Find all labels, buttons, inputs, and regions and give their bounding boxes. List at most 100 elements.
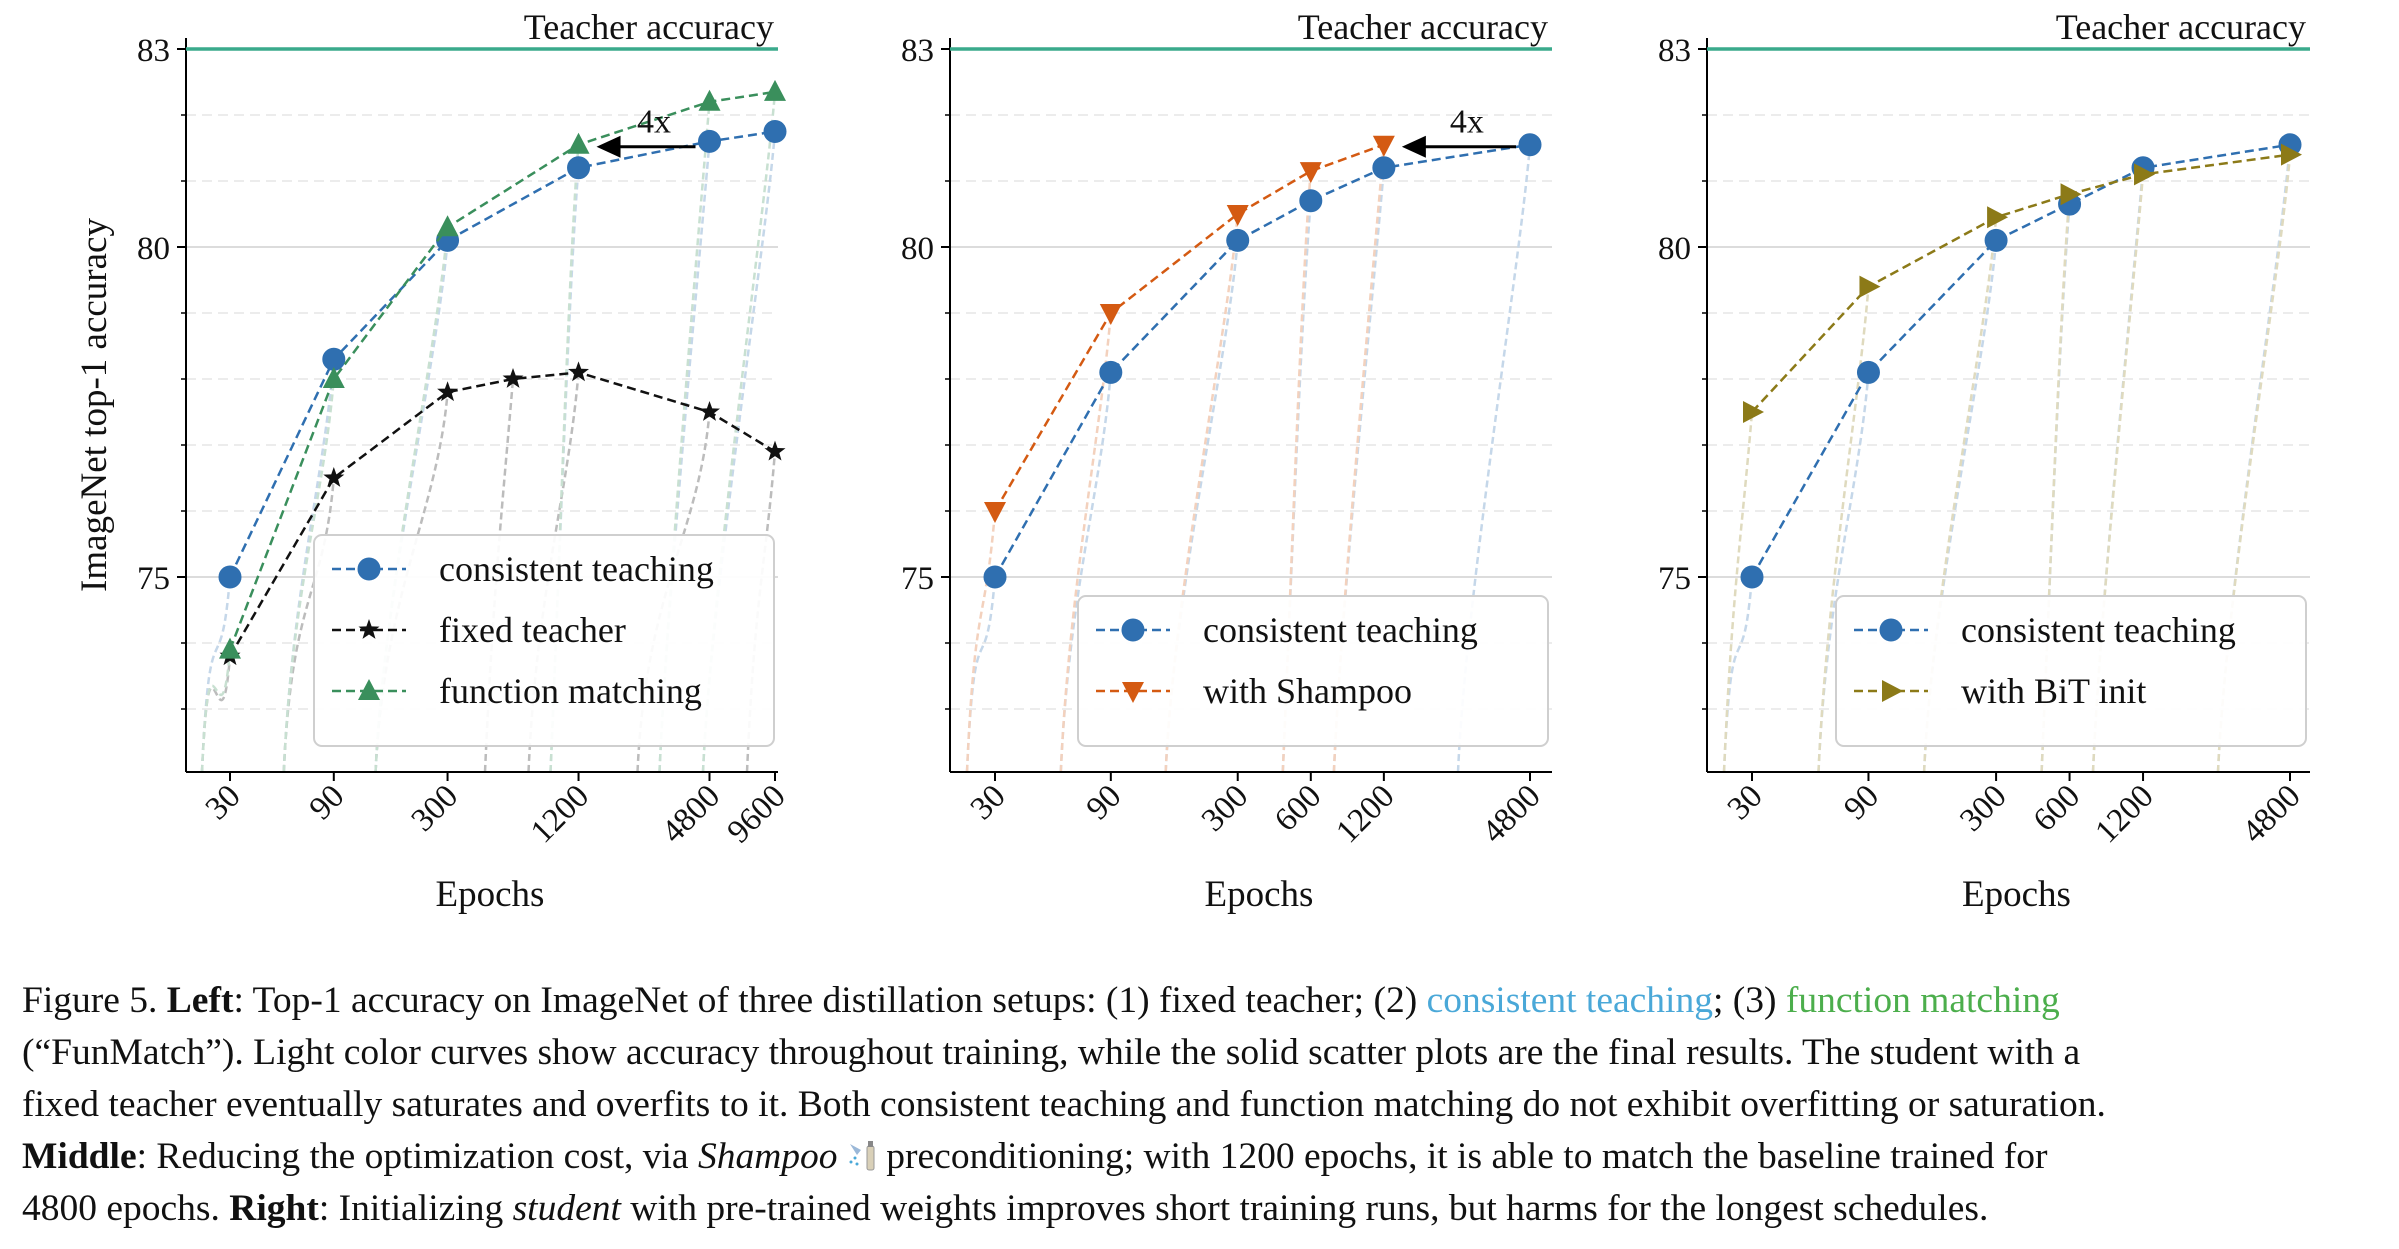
data-point-0-5 <box>1518 133 1542 157</box>
data-point-2-2 <box>436 215 459 237</box>
x-tick-label: 300 <box>405 778 465 838</box>
caption-left-label: Left <box>166 980 234 1021</box>
legend-marker <box>1882 680 1903 702</box>
caption-shampoo: Shampoo <box>697 1136 838 1177</box>
chart-panel-left: Teacher accuracy 75 80 83 30 90 300 1200 4800960… <box>74 7 793 915</box>
x-tick-label: 1200 <box>1329 778 1401 850</box>
data-point-1-5 <box>699 401 720 421</box>
data-point-2-0 <box>219 637 241 659</box>
x-tick-label: 90 <box>1080 778 1129 827</box>
training-curve <box>1332 144 1386 773</box>
training-curve <box>745 451 777 773</box>
caption-line5-b: : Initializing <box>318 1188 513 1229</box>
y-tick-label: 83 <box>1658 33 1691 69</box>
x-tick-label: 4800 <box>2236 778 2308 850</box>
series-line-0 <box>1750 143 2291 578</box>
data-point-1-1 <box>1859 275 1881 298</box>
data-point-1-3 <box>502 368 524 388</box>
series-line-0 <box>993 143 1531 578</box>
data-point-0-3 <box>567 156 591 180</box>
training-curve <box>549 144 580 773</box>
data-point-0-1 <box>1856 360 1880 384</box>
legend-marker <box>357 557 381 581</box>
y-tick-label: 83 <box>137 33 170 69</box>
data-point-2-3 <box>567 132 590 154</box>
annotation-arrow-head <box>1401 135 1426 158</box>
legend-marker <box>1121 618 1145 642</box>
legend-label: consistent teaching <box>1203 610 1478 650</box>
caption-middle-text-b: preconditioning; with 1200 epochs, it is… <box>876 1136 2048 1177</box>
series-line-0 <box>228 130 776 578</box>
data-point-0-2 <box>1226 228 1250 252</box>
training-curve <box>1722 576 1754 773</box>
legend-marker <box>358 679 380 700</box>
data-point-1-5 <box>2281 143 2302 166</box>
data-point-1-0 <box>984 502 1006 523</box>
x-axis-label: Epochs <box>436 874 545 915</box>
data-point-1-4 <box>1372 135 1395 157</box>
annotation-label: 4x <box>637 104 671 141</box>
caption-left-text: : Top-1 accuracy on ImageNet of three di… <box>233 980 1427 1021</box>
legend-marker <box>1879 618 1903 642</box>
caption-line-1: Figure 5. Left: Top-1 accuracy on ImageN… <box>22 975 2392 1027</box>
data-point-1-6 <box>764 440 786 461</box>
figure-caption: Figure 5. Left: Top-1 accuracy on ImageN… <box>22 975 2392 1235</box>
x-tick-label: 90 <box>303 778 352 827</box>
x-tick-label: 4800 <box>1476 778 1548 850</box>
legend-label: consistent teaching <box>439 549 714 589</box>
data-point-2-1 <box>322 367 345 388</box>
caption-right-label: Right <box>229 1188 319 1229</box>
caption-line5-c: with pre-trained weights improves short … <box>620 1188 1989 1229</box>
data-point-0-2 <box>1984 228 2008 252</box>
annotation-arrow-head <box>596 135 621 158</box>
y-tick-label: 80 <box>137 231 170 267</box>
y-axis-label: ImageNet top-1 accuracy <box>74 218 115 592</box>
training-curve <box>200 649 232 773</box>
training-curve <box>701 91 777 773</box>
chart-panel-right: Teacher accuracy 75 80 83 30 90 300 600 1200 4800… <box>1658 7 2310 915</box>
teacher-accuracy-label: Teacher accuracy <box>1298 7 1548 47</box>
data-point-0-1 <box>322 347 346 371</box>
caption-function-matching: function matching <box>1785 980 2060 1021</box>
data-point-0-0 <box>1740 565 1764 589</box>
training-curve <box>200 576 232 773</box>
legend-label: function matching <box>439 671 702 711</box>
teacher-accuracy-label: Teacher accuracy <box>2056 7 2306 47</box>
legend-marker <box>1122 682 1144 703</box>
caption-middle-text-a: : Reducing the optimization cost, via <box>136 1136 698 1177</box>
data-point-1-3 <box>1299 162 1322 184</box>
y-tick-label: 83 <box>901 33 934 69</box>
data-point-0-5 <box>763 120 787 143</box>
legend-label: consistent teaching <box>1961 610 2236 650</box>
x-tick-label: 600 <box>2027 778 2087 838</box>
x-tick-label: 1200 <box>524 778 596 850</box>
caption-consistent-teaching: consistent teaching <box>1426 980 1713 1021</box>
y-tick-label: 75 <box>901 561 934 597</box>
data-point-2-4 <box>698 89 721 111</box>
series-line-1 <box>1751 153 2291 413</box>
x-tick-label: 30 <box>964 778 1013 827</box>
x-axis-label: Epochs <box>1205 874 1314 915</box>
training-curve <box>282 378 336 773</box>
y-tick-label: 75 <box>1658 561 1691 597</box>
caption-student: student <box>512 1188 621 1229</box>
data-point-1-2 <box>1226 205 1249 226</box>
x-tick-label: 30 <box>199 778 248 827</box>
y-tick-label: 80 <box>1658 231 1691 267</box>
training-curve <box>658 101 711 773</box>
data-point-0-0 <box>218 565 242 589</box>
annotation-label: 4x <box>1450 104 1484 141</box>
caption-line-3: fixed teacher eventually saturates and o… <box>22 1084 2106 1125</box>
legend-box <box>313 534 775 747</box>
legend-label: with BiT init <box>1961 671 2146 711</box>
data-point-0-4 <box>698 129 722 153</box>
caption-line-2: (“FunMatch”). Light color curves show ac… <box>22 1032 2081 1073</box>
x-tick-label: 300 <box>1195 778 1255 838</box>
y-tick-label: 80 <box>901 231 934 267</box>
x-tick-label: 9600 <box>721 778 793 850</box>
data-point-1-4 <box>2134 163 2156 186</box>
data-point-1-1 <box>1099 304 1122 325</box>
training-curve <box>636 411 711 773</box>
training-curve <box>1722 411 1754 773</box>
data-point-1-4 <box>568 361 589 382</box>
